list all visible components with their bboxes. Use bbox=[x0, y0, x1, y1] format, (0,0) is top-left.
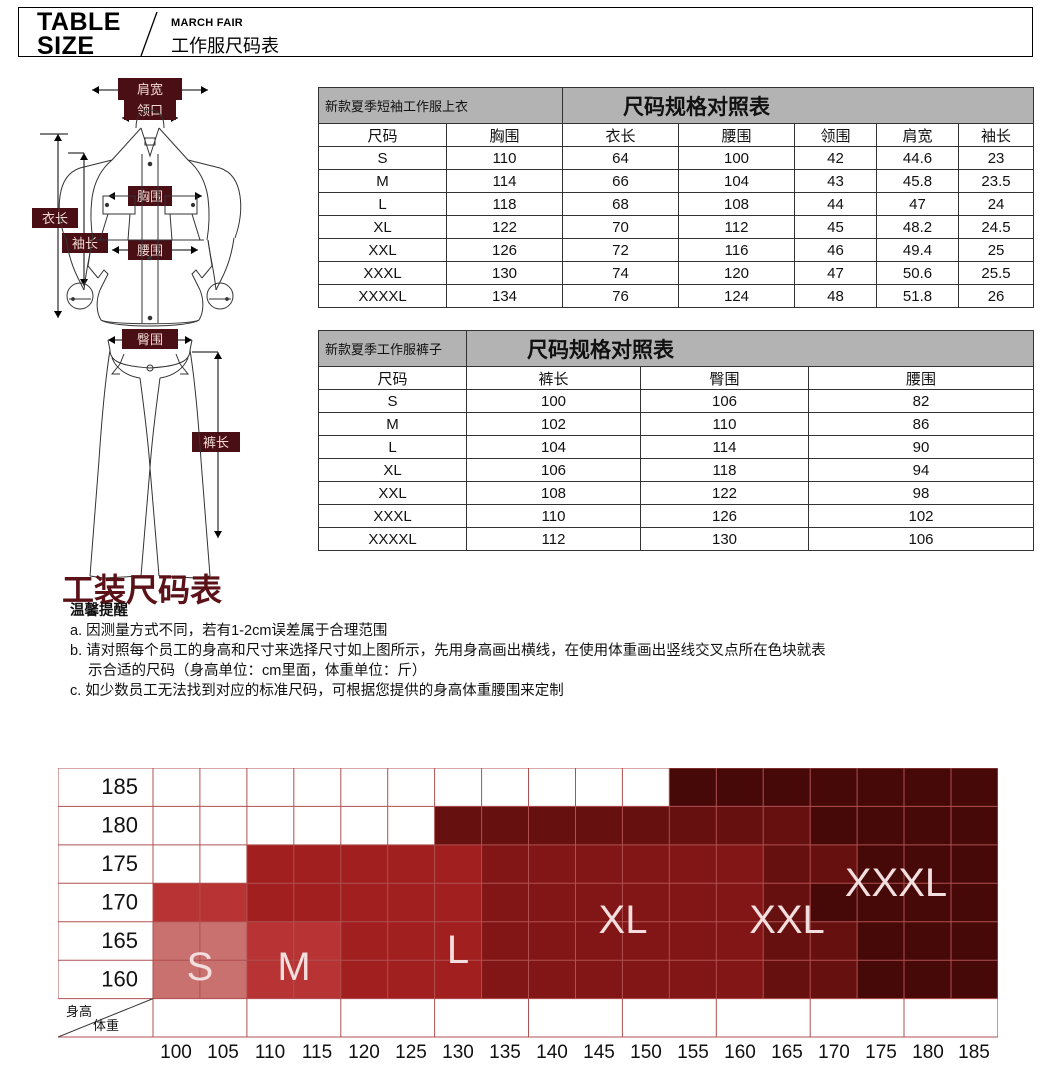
svg-text:165: 165 bbox=[101, 928, 138, 953]
svg-text:155: 155 bbox=[677, 1042, 709, 1063]
svg-text:XXXL: XXXL bbox=[845, 861, 947, 905]
svg-text:185: 185 bbox=[958, 1042, 990, 1063]
svg-text:100: 100 bbox=[160, 1042, 192, 1063]
svg-text:身高: 身高 bbox=[66, 1004, 92, 1019]
svg-text:120: 120 bbox=[348, 1042, 380, 1063]
svg-text:体重: 体重 bbox=[93, 1018, 119, 1033]
svg-text:袖长: 袖长 bbox=[72, 236, 98, 251]
svg-text:140: 140 bbox=[536, 1042, 568, 1063]
svg-text:130: 130 bbox=[442, 1042, 474, 1063]
svg-text:L: L bbox=[447, 928, 469, 972]
svg-text:180: 180 bbox=[101, 813, 138, 838]
svg-text:臀围: 臀围 bbox=[137, 332, 163, 347]
svg-text:165: 165 bbox=[771, 1042, 803, 1063]
svg-text:XXL: XXL bbox=[749, 898, 825, 942]
svg-text:胸围: 胸围 bbox=[137, 189, 163, 204]
svg-text:160: 160 bbox=[724, 1042, 756, 1063]
svg-text:150: 150 bbox=[630, 1042, 662, 1063]
svg-text:肩宽: 肩宽 bbox=[137, 82, 163, 97]
svg-text:175: 175 bbox=[101, 851, 138, 876]
svg-text:衣长: 衣长 bbox=[42, 211, 68, 226]
svg-text:M: M bbox=[277, 945, 310, 989]
svg-text:XL: XL bbox=[599, 898, 648, 942]
svg-text:145: 145 bbox=[583, 1042, 615, 1063]
svg-text:S: S bbox=[187, 945, 214, 989]
svg-text:170: 170 bbox=[101, 890, 138, 915]
svg-text:110: 110 bbox=[255, 1042, 285, 1063]
svg-text:135: 135 bbox=[489, 1042, 521, 1063]
svg-text:170: 170 bbox=[818, 1042, 850, 1063]
svg-text:115: 115 bbox=[302, 1042, 332, 1063]
svg-text:175: 175 bbox=[865, 1042, 897, 1063]
svg-text:180: 180 bbox=[912, 1042, 944, 1063]
svg-text:160: 160 bbox=[101, 967, 138, 992]
svg-text:105: 105 bbox=[207, 1042, 239, 1063]
svg-text:125: 125 bbox=[395, 1042, 427, 1063]
svg-text:185: 185 bbox=[101, 774, 138, 799]
svg-text:裤长: 裤长 bbox=[203, 435, 229, 450]
